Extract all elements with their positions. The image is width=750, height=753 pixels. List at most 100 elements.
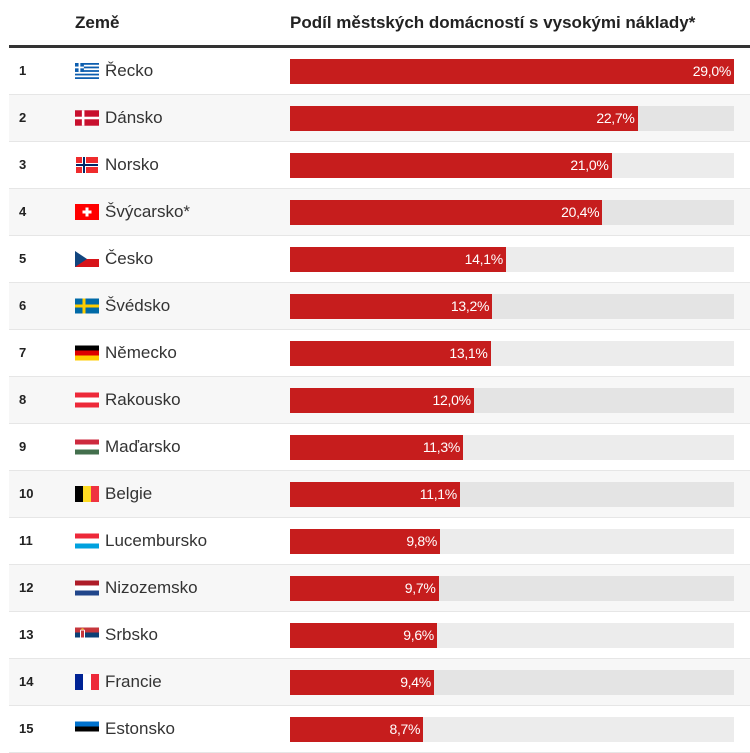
- bar-value-label: 9,7%: [404, 580, 436, 596]
- rank-number: 10: [19, 486, 34, 501]
- bar-track: 9,6%: [290, 623, 734, 648]
- table-row: 9 Maďarsko 11,3%: [9, 424, 750, 471]
- bar-track: 29,0%: [290, 59, 734, 84]
- serbia-flag-icon: [75, 627, 99, 643]
- bar-value-label: 8,7%: [389, 721, 421, 737]
- denmark-flag-icon: [75, 110, 99, 126]
- column-header-value: Podíl městských domácností s vysokými ná…: [290, 13, 696, 32]
- bar: 29,0%: [290, 59, 734, 84]
- country-name: Nizozemsko: [105, 578, 198, 597]
- table-row: 6 Švédsko 13,2%: [9, 283, 750, 330]
- bar-track: 9,4%: [290, 670, 734, 695]
- table-row: 5 Česko 14,1%: [9, 236, 750, 283]
- table-header: Země Podíl městských domácností s vysoký…: [9, 0, 750, 48]
- country-name: Lucembursko: [105, 531, 208, 550]
- country-name: Česko: [105, 249, 154, 268]
- country-name: Německo: [105, 343, 177, 362]
- table-row: 15 Estonsko 8,7%: [9, 706, 750, 753]
- country-name: Estonsko: [105, 719, 175, 738]
- bar-track: 14,1%: [290, 247, 734, 272]
- bar: 8,7%: [290, 717, 424, 742]
- table-row: 1 Řecko 29,0%: [9, 48, 750, 95]
- bar-track: 13,2%: [290, 294, 734, 319]
- rank-number: 3: [19, 157, 27, 172]
- rank-number: 9: [19, 439, 27, 454]
- netherlands-flag-icon: [75, 580, 99, 596]
- rank-number: 14: [19, 674, 34, 689]
- greece-flag-icon: [75, 63, 99, 79]
- bar: 9,4%: [290, 670, 434, 695]
- bar-value-label: 13,1%: [449, 345, 488, 361]
- rank-number: 1: [19, 63, 27, 78]
- country-name: Maďarsko: [105, 437, 181, 456]
- bar-track: 11,1%: [290, 482, 734, 507]
- germany-flag-icon: [75, 345, 99, 361]
- france-flag-icon: [75, 674, 99, 690]
- bar-track: 9,7%: [290, 576, 734, 601]
- bar-value-label: 9,4%: [400, 674, 431, 690]
- bar-value-label: 29,0%: [692, 63, 732, 79]
- table-row: 3 Norsko 21,0%: [9, 142, 750, 189]
- country-name: Švýcarsko*: [105, 202, 191, 221]
- estonia-flag-icon: [75, 721, 99, 737]
- norway-flag-icon: [75, 157, 99, 173]
- bar-value-label: 11,1%: [419, 486, 457, 502]
- sweden-flag-icon: [75, 298, 99, 314]
- bar-value-label: 12,0%: [432, 392, 472, 408]
- bar: 20,4%: [290, 200, 603, 225]
- bar: 14,1%: [290, 247, 506, 272]
- rank-number: 15: [19, 721, 34, 736]
- rank-number: 6: [19, 298, 27, 313]
- country-name: Švédsko: [105, 296, 171, 315]
- luxembourg-flag-icon: [75, 533, 99, 549]
- bar-value-label: 20,4%: [561, 204, 600, 220]
- table-row: 8 Rakousko 12,0%: [9, 377, 750, 424]
- table-row: 4 Švýcarsko* 20,4%: [9, 189, 750, 236]
- bar-value-label: 14,1%: [464, 251, 504, 267]
- rank-number: 7: [19, 345, 27, 360]
- column-header-country: Země: [75, 13, 120, 32]
- switzerland-flag-icon: [75, 204, 99, 220]
- table-row: 7 Německo 13,1%: [9, 330, 750, 377]
- belgium-flag-icon: [75, 486, 99, 502]
- rank-number: 11: [19, 533, 33, 548]
- country-name: Francie: [105, 672, 162, 691]
- rank-number: 5: [19, 251, 27, 266]
- country-name: Řecko: [105, 61, 154, 80]
- hungary-flag-icon: [75, 439, 99, 455]
- country-name: Rakousko: [105, 390, 181, 409]
- bar-value-label: 13,2%: [450, 298, 490, 314]
- bar: 9,6%: [290, 623, 437, 648]
- rank-number: 12: [19, 580, 34, 595]
- bar-value-label: 9,6%: [403, 627, 434, 643]
- table-row: 2 Dánsko 22,7%: [9, 95, 750, 142]
- table-row: 12 Nizozemsko 9,7%: [9, 565, 750, 612]
- bar-track: 21,0%: [290, 153, 734, 178]
- country-name: Norsko: [105, 155, 159, 174]
- bar: 22,7%: [290, 106, 638, 131]
- bar: 21,0%: [290, 153, 612, 178]
- bar-value-label: 9,8%: [406, 533, 438, 549]
- country-name: Srbsko: [105, 625, 158, 644]
- bar-track: 12,0%: [290, 388, 734, 413]
- country-name: Dánsko: [105, 108, 163, 127]
- bar: 13,1%: [290, 341, 491, 366]
- bar-track: 20,4%: [290, 200, 734, 225]
- bar: 9,8%: [290, 529, 441, 554]
- bar-value-label: 22,7%: [596, 110, 635, 126]
- bar: 9,7%: [290, 576, 439, 601]
- austria-flag-icon: [75, 392, 99, 408]
- bar-track: 8,7%: [290, 717, 734, 742]
- bar: 12,0%: [290, 388, 474, 413]
- rank-number: 13: [19, 627, 34, 642]
- bar: 11,1%: [290, 482, 460, 507]
- table-row: 10 Belgie 11,1%: [9, 471, 750, 518]
- bar: 11,3%: [290, 435, 463, 460]
- rank-number: 8: [19, 392, 27, 407]
- bar-track: 22,7%: [290, 106, 734, 131]
- bar: 13,2%: [290, 294, 493, 319]
- rank-number: 4: [19, 204, 27, 219]
- bar-value-label: 11,3%: [422, 439, 460, 455]
- bar-value-label: 21,0%: [570, 157, 609, 173]
- bar-track: 11,3%: [290, 435, 734, 460]
